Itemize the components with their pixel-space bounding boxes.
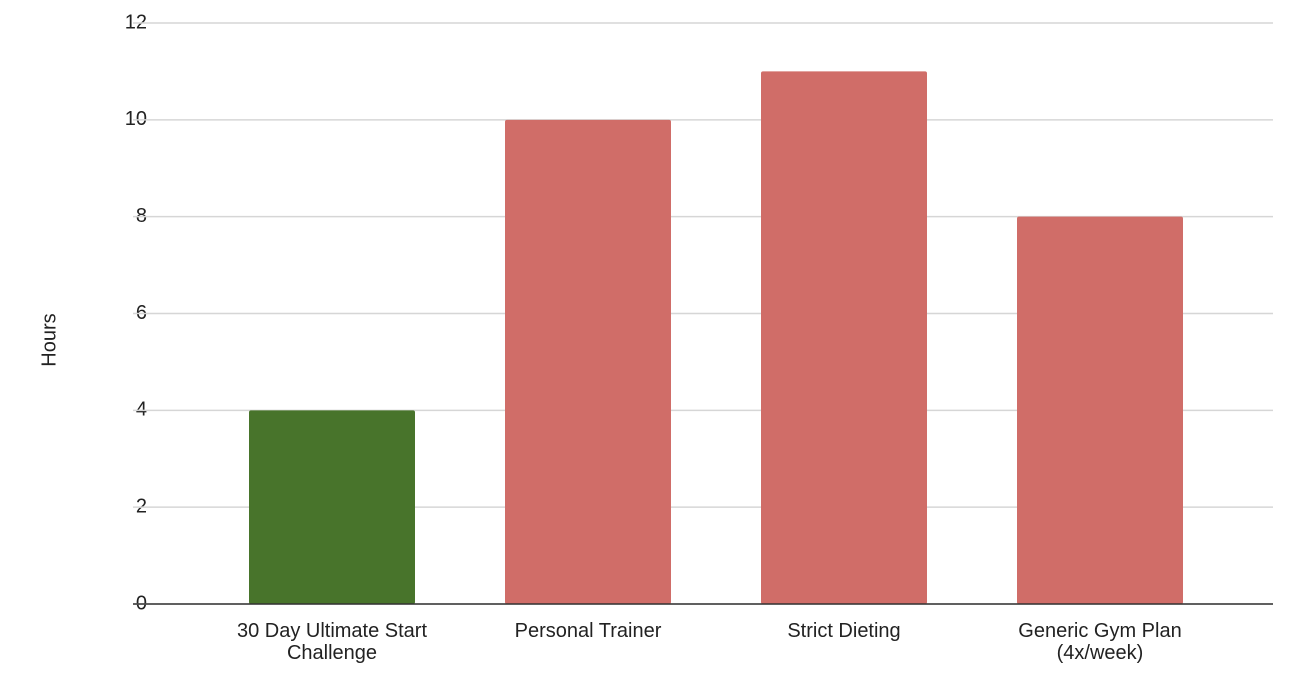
x-tick-label: Generic Gym Plan (4x/week) xyxy=(1018,620,1182,664)
x-tick-label: Strict Dieting xyxy=(787,620,901,642)
bar xyxy=(505,119,671,604)
bar xyxy=(1017,216,1183,604)
y-axis-label: Hours xyxy=(38,313,60,366)
x-tick-label: 30 Day Ultimate Start Challenge xyxy=(236,620,428,664)
bar xyxy=(761,71,927,604)
x-tick-label: Personal Trainer xyxy=(514,620,662,642)
bar xyxy=(249,410,415,604)
